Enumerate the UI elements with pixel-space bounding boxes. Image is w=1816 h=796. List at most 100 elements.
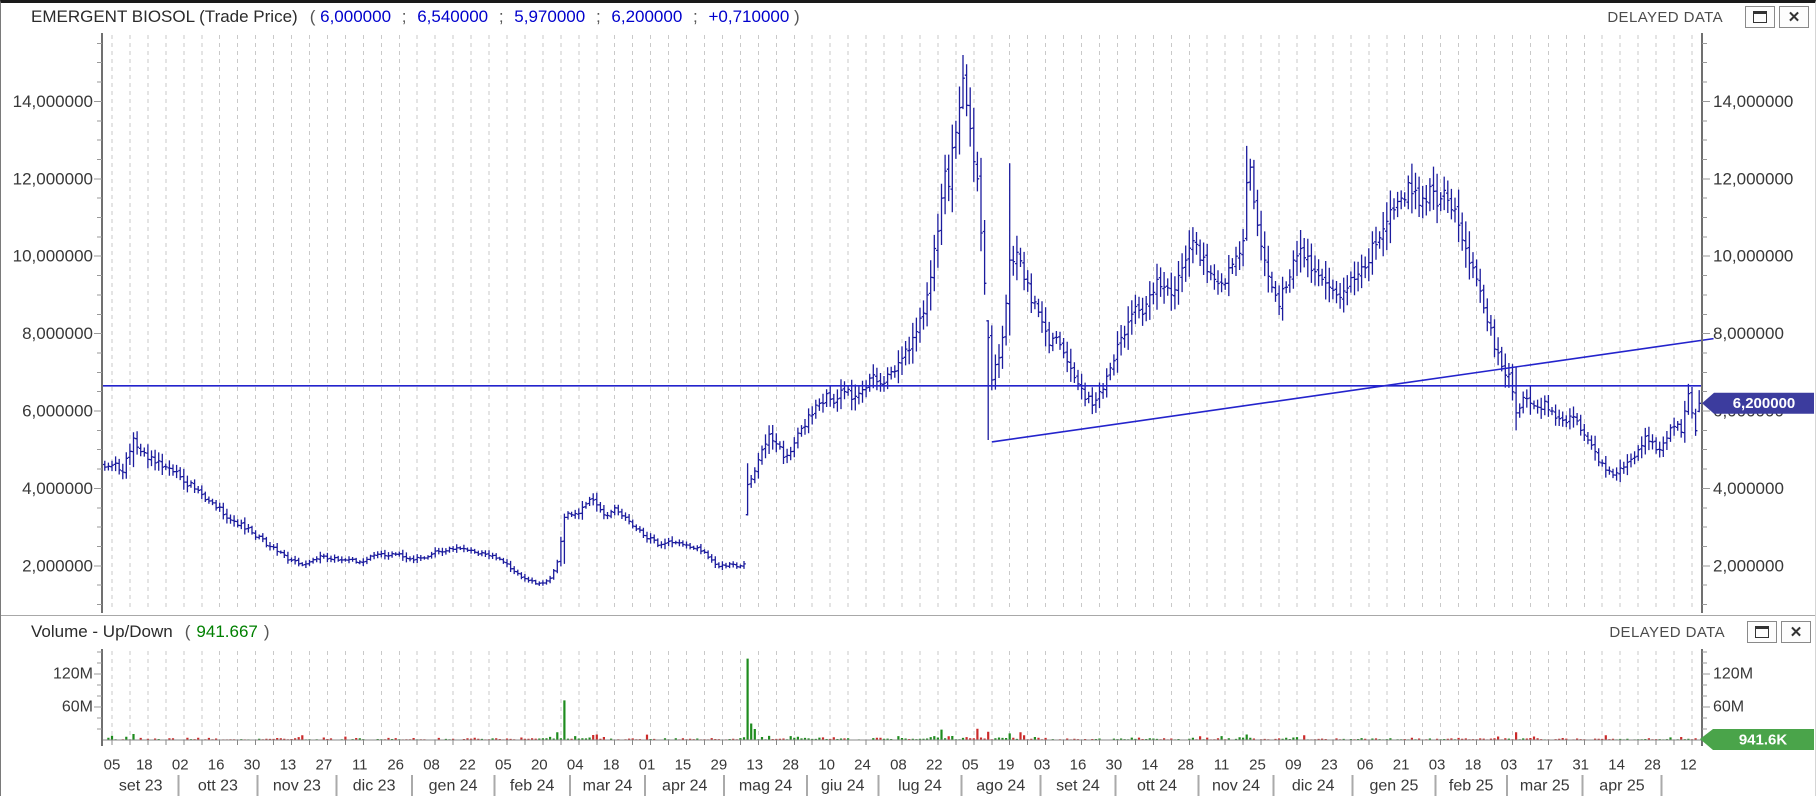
svg-text:03: 03 <box>1429 757 1446 774</box>
svg-text:13: 13 <box>746 757 763 774</box>
svg-text:15: 15 <box>675 757 692 774</box>
close-pane-button[interactable]: ✕ <box>1779 6 1809 28</box>
svg-text:18: 18 <box>603 757 620 774</box>
svg-text:60M: 60M <box>1713 699 1744 716</box>
svg-text:6,200000: 6,200000 <box>1733 395 1796 412</box>
svg-text:feb 24: feb 24 <box>510 778 555 795</box>
svg-text:20: 20 <box>531 757 548 774</box>
svg-text:120M: 120M <box>53 666 93 683</box>
svg-text:mar 25: mar 25 <box>1520 778 1570 795</box>
svg-text:12,000000: 12,000000 <box>1713 169 1793 188</box>
current-volume-tag: 941.6K <box>1700 729 1814 750</box>
svg-text:ott 23: ott 23 <box>198 778 238 795</box>
svg-text:14,000000: 14,000000 <box>1713 92 1793 111</box>
price-chart-plot[interactable]: 2,000000 2,000000 4,000000 4,000000 6,000000… <box>1 31 1816 615</box>
svg-text:4,000000: 4,000000 <box>1713 479 1784 498</box>
svg-text:25: 25 <box>1249 757 1266 774</box>
svg-text:31: 31 <box>1572 757 1589 774</box>
price-pane-header: EMERGENT BIOSOL (Trade Price) ( 6,000000… <box>1 3 1815 31</box>
svg-text:26: 26 <box>387 757 404 774</box>
svg-text:60M: 60M <box>62 699 93 716</box>
svg-text:941.6K: 941.6K <box>1739 732 1788 749</box>
delayed-data-label: DELAYED DATA <box>1607 8 1723 26</box>
svg-text:04: 04 <box>567 757 584 774</box>
svg-text:11: 11 <box>352 757 368 774</box>
svg-text:giu 24: giu 24 <box>821 778 865 795</box>
maximize-pane-button[interactable] <box>1747 621 1777 643</box>
svg-text:8,000000: 8,000000 <box>1713 324 1784 343</box>
last-price-tag: 6,200000 <box>1702 392 1814 414</box>
svg-text:dic 24: dic 24 <box>1292 778 1335 795</box>
svg-text:6,000000: 6,000000 <box>22 402 93 421</box>
svg-text:10,000000: 10,000000 <box>1713 247 1793 266</box>
close-pane-button[interactable]: ✕ <box>1781 621 1811 643</box>
svg-text:apr 25: apr 25 <box>1599 778 1644 795</box>
svg-text:29: 29 <box>711 757 728 774</box>
svg-text:gen 25: gen 25 <box>1369 778 1418 795</box>
svg-text:lug 24: lug 24 <box>898 778 942 795</box>
svg-text:18: 18 <box>1465 757 1482 774</box>
svg-text:apr 24: apr 24 <box>662 778 707 795</box>
delayed-data-label: DELAYED DATA <box>1609 623 1725 641</box>
svg-text:ott 24: ott 24 <box>1137 778 1177 795</box>
instrument-title: EMERGENT BIOSOL (Trade Price) <box>31 7 298 26</box>
svg-text:05: 05 <box>104 757 121 774</box>
volume-title: Volume - Up/Down <box>31 622 173 641</box>
svg-text:05: 05 <box>495 757 512 774</box>
svg-text:05: 05 <box>962 757 979 774</box>
svg-text:03: 03 <box>1501 757 1518 774</box>
volume-current-value: (941.667) <box>184 622 270 641</box>
pane-divider[interactable] <box>1 615 1815 616</box>
svg-text:ago 24: ago 24 <box>976 778 1025 795</box>
svg-text:22: 22 <box>926 757 943 774</box>
svg-text:22: 22 <box>459 757 476 774</box>
svg-text:18: 18 <box>136 757 153 774</box>
svg-text:120M: 120M <box>1713 666 1753 683</box>
svg-text:28: 28 <box>782 757 799 774</box>
svg-text:16: 16 <box>208 757 225 774</box>
svg-text:nov 23: nov 23 <box>273 778 321 795</box>
svg-text:09: 09 <box>1285 757 1302 774</box>
quote-values: ( 6,000000 ; 6,540000 ; 5,970000 ; 6,200… <box>309 7 800 26</box>
svg-text:8,000000: 8,000000 <box>22 324 93 343</box>
volume-pane-header: Volume - Up/Down (941.667) DELAYED DATA … <box>1 617 1815 647</box>
svg-text:14,000000: 14,000000 <box>13 92 93 111</box>
svg-text:30: 30 <box>1106 757 1123 774</box>
svg-text:12: 12 <box>1680 757 1697 774</box>
svg-text:02: 02 <box>172 757 189 774</box>
svg-text:2,000000: 2,000000 <box>1713 556 1784 575</box>
svg-text:10: 10 <box>818 757 835 774</box>
svg-text:23: 23 <box>1321 757 1338 774</box>
svg-text:21: 21 <box>1393 757 1410 774</box>
ohlc-series <box>103 55 1701 586</box>
svg-text:01: 01 <box>639 757 656 774</box>
maximize-pane-button[interactable] <box>1745 6 1775 28</box>
maximize-icon <box>1755 626 1769 638</box>
svg-text:2,000000: 2,000000 <box>22 556 93 575</box>
svg-text:set 24: set 24 <box>1056 778 1100 795</box>
svg-text:16: 16 <box>1070 757 1087 774</box>
svg-text:dic 23: dic 23 <box>353 778 396 795</box>
volume-pane: Volume - Up/Down (941.667) DELAYED DATA … <box>1 617 1816 796</box>
svg-text:11: 11 <box>1214 757 1230 774</box>
volume-chart-plot[interactable]: 60M 60M 120M 120M 05 18 02 16 30 13 27 11 26 08 22 05 20… <box>1 647 1816 796</box>
svg-text:set 23: set 23 <box>119 778 163 795</box>
svg-text:14: 14 <box>1141 757 1158 774</box>
svg-text:gen 24: gen 24 <box>429 778 478 795</box>
svg-text:06: 06 <box>1357 757 1374 774</box>
svg-text:24: 24 <box>854 757 871 774</box>
svg-text:08: 08 <box>890 757 907 774</box>
svg-text:feb 25: feb 25 <box>1449 778 1494 795</box>
svg-text:13: 13 <box>280 757 297 774</box>
svg-text:14: 14 <box>1608 757 1625 774</box>
svg-text:28: 28 <box>1177 757 1194 774</box>
svg-text:19: 19 <box>998 757 1015 774</box>
svg-text:10,000000: 10,000000 <box>13 247 93 266</box>
svg-text:27: 27 <box>316 757 333 774</box>
close-icon: ✕ <box>1789 623 1803 641</box>
svg-text:08: 08 <box>423 757 440 774</box>
svg-text:4,000000: 4,000000 <box>22 479 93 498</box>
svg-text:17: 17 <box>1536 757 1553 774</box>
svg-text:30: 30 <box>244 757 261 774</box>
